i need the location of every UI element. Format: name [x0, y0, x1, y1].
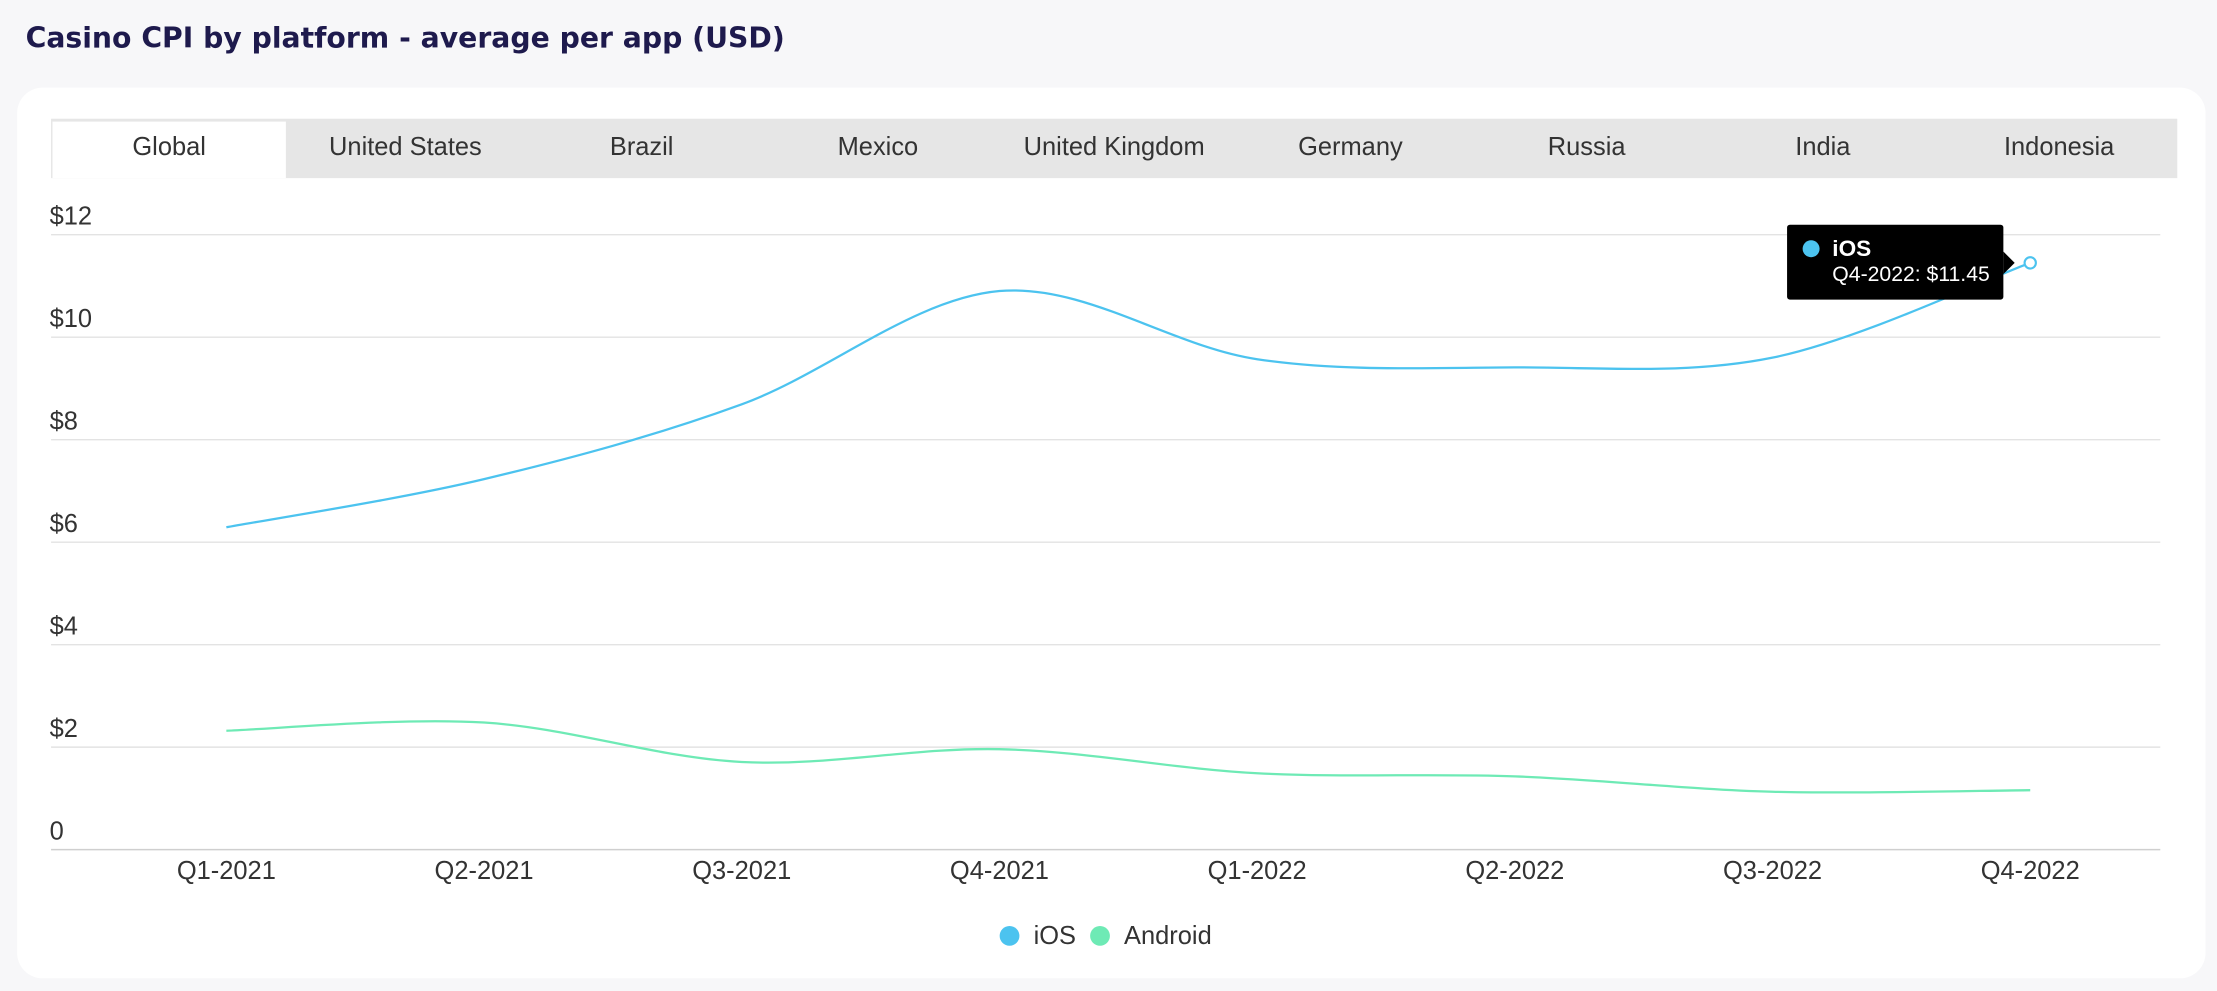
- legend-marker[interactable]: [1090, 925, 1110, 946]
- tooltip-title: iOS: [1832, 236, 1871, 261]
- tab[interactable]: Russia: [1548, 133, 1627, 161]
- tab[interactable]: Global: [132, 133, 206, 161]
- series-line: [226, 261, 2031, 529]
- legend-marker[interactable]: [999, 925, 1020, 946]
- chart-title: Casino CPI by platform - average per app…: [26, 22, 785, 55]
- x-tick-label: Q4-2022: [1981, 857, 2080, 885]
- x-tick-label: Q4-2021: [950, 857, 1049, 885]
- series-line: [226, 720, 2031, 794]
- legend-label[interactable]: iOS: [1034, 922, 1076, 950]
- y-tick-label: $8: [50, 407, 78, 435]
- y-tick-label: 0: [50, 817, 64, 845]
- x-tick-label: Q1-2022: [1208, 857, 1307, 885]
- x-tick-label: Q3-2022: [1723, 857, 1822, 885]
- card: [17, 87, 2206, 979]
- tab-active[interactable]: [52, 121, 286, 179]
- x-tick-label: Q1-2021: [177, 857, 276, 885]
- x-tick-label: Q2-2021: [435, 857, 534, 885]
- y-tick-label: $10: [50, 305, 92, 333]
- tab[interactable]: United States: [329, 133, 482, 161]
- tooltip-text: Q4-2022: $11.45: [1832, 263, 1989, 286]
- y-tick-label: $4: [50, 612, 78, 640]
- tab[interactable]: India: [1795, 133, 1851, 161]
- x-tick-label: Q2-2022: [1465, 857, 1564, 885]
- tooltip-dot: [1802, 240, 1820, 258]
- x-tick-label: Q3-2021: [692, 857, 791, 885]
- tab[interactable]: Mexico: [838, 133, 919, 161]
- plot: 0 $2 $4 $6 $8 $10 $12 Q1-2021 Q2-2021 Q3-2021 Q4-2…: [50, 202, 2161, 950]
- tooltip-box: [1787, 224, 2004, 300]
- tab[interactable]: Brazil: [610, 133, 674, 161]
- tooltip-pointer: [2003, 251, 2015, 275]
- y-tick-label: $12: [50, 202, 92, 230]
- tab[interactable]: United Kingdom: [1024, 133, 1205, 161]
- y-tick-label: $2: [50, 715, 78, 743]
- legend-label[interactable]: Android: [1124, 922, 1212, 950]
- tab-bar: [51, 118, 2178, 179]
- tab[interactable]: Indonesia: [2004, 133, 2115, 161]
- y-tick-label: $6: [50, 510, 78, 538]
- tab[interactable]: Germany: [1298, 133, 1403, 161]
- hover-point: [2023, 256, 2037, 270]
- tabs: Global United States Brazil Mexico United Ki…: [52, 121, 2115, 179]
